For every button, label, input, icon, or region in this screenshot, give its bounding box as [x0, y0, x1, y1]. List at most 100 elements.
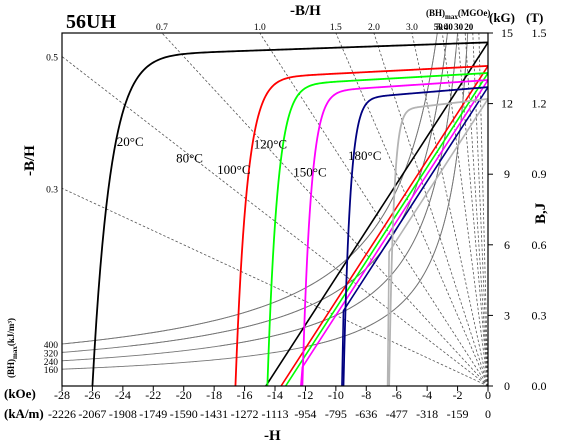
bh-contour-label: 50: [434, 22, 444, 32]
bh-contour-left: [61, 49, 468, 370]
permeance-label: 1.0: [254, 23, 266, 33]
x-tick-label-kam: -1749: [139, 407, 167, 421]
x-tick-label-koe: -12: [297, 388, 313, 402]
x-tick-label-koe: -26: [84, 388, 100, 402]
y-tick-label-kg: 6: [504, 238, 510, 252]
x-tick-label-koe: -28: [54, 388, 70, 402]
bh-contour-left: [61, 49, 457, 362]
bh-contour-kj-label: 320: [44, 349, 59, 359]
normal-curve: [284, 72, 489, 387]
x-tick-label-kam: -795: [325, 407, 347, 421]
intrinsic-curve: [91, 41, 489, 387]
normal-curve: [386, 98, 489, 387]
normal-curve: [300, 79, 489, 387]
permeance-line: [457, 32, 489, 387]
permeance-label: 0.3: [46, 185, 58, 195]
bh-contour-kj-label: 400: [44, 341, 59, 351]
permeance-line: [441, 32, 489, 387]
x-unit-kam: (kA/m): [4, 406, 44, 421]
intrinsic-curve: [301, 79, 489, 387]
y-tick-label-t: 1.2: [532, 97, 547, 111]
x-tick-label-kam: -1590: [170, 407, 198, 421]
series-group: 20°C: [91, 41, 489, 387]
series-group: 120°C: [254, 79, 489, 387]
x-tick-label-koe: -22: [145, 388, 161, 402]
temperature-label: 180°C: [348, 148, 381, 163]
x-tick-label-kam: -636: [355, 407, 377, 421]
y-tick-label-kg: 15: [501, 26, 513, 40]
bh-contour-label: 20: [464, 22, 474, 32]
x-tick-label-kam: -1431: [200, 407, 228, 421]
temperature-label: 80°C: [176, 150, 203, 165]
normal-curve: [265, 41, 489, 387]
permeance-line: [464, 32, 489, 387]
permeance-line: [373, 32, 489, 387]
x-tick-label-koe: -16: [237, 388, 253, 402]
y-tick-label-kg: 12: [501, 97, 513, 111]
permeance-label: 5.0: [436, 23, 448, 33]
permeance-label: 0.5: [46, 54, 58, 64]
intrinsic-curve: [234, 65, 489, 387]
y-tick-label-kg: 0: [504, 379, 510, 393]
bh-contour-label: 30: [454, 22, 464, 32]
permeance-lines: 0.7 1.0 1.5 2.0 3.0 5.0 0.5 0.3: [46, 23, 489, 387]
y-tick-label-t: 0.3: [532, 308, 547, 322]
y-unit-t: (T): [526, 10, 543, 25]
permeance-line: [335, 32, 489, 387]
y-tick-label-kg: 3: [504, 308, 510, 322]
series-group: 100°C: [217, 72, 489, 387]
y-tick-label-t: 0.6: [532, 238, 547, 252]
x-tick-label-kam: -1272: [231, 407, 259, 421]
y-tick-label-t: 0.9: [532, 167, 547, 181]
x-tick-label-koe: -14: [267, 388, 283, 402]
right-axis-label: B,J: [533, 202, 549, 224]
permeance-label: 0.7: [156, 23, 168, 33]
axes: -28-2226-26-2067-24-1908-22-1749-20-1590…: [48, 26, 547, 421]
permeance-label: 3.0: [406, 23, 418, 33]
bh-contour-kj-label: 240: [44, 358, 59, 368]
x-tick-label-koe: 0: [485, 388, 491, 402]
plot-frame: [61, 32, 489, 387]
permeance-line: [161, 32, 489, 387]
x-tick-label-koe: -6: [392, 388, 402, 402]
y-unit-kg: (kG): [489, 10, 515, 25]
series-group: 180°C: [348, 97, 489, 387]
bh-max-left-title: (BH)max(kJ/m³): [6, 318, 19, 378]
temperature-label: 120°C: [254, 136, 287, 151]
top-axis-label: -B/H: [290, 3, 321, 19]
x-tick-label-koe: -8: [361, 388, 371, 402]
y-tick-label-t: 1.5: [532, 26, 547, 40]
intrinsic-curve: [266, 72, 489, 387]
x-tick-label-koe: -24: [115, 388, 131, 402]
x-tick-label-kam: -1908: [109, 407, 137, 421]
permeance-label: 2.0: [368, 23, 380, 33]
x-tick-label-koe: -10: [328, 388, 344, 402]
intrinsic-curve: [388, 97, 489, 387]
x-tick-label-koe: -4: [422, 388, 432, 402]
permeance-line: [411, 32, 489, 387]
bh-contour-label: 40: [444, 22, 454, 32]
y-tick-label-t: 0.0: [532, 379, 547, 393]
bh-contour: [129, 32, 448, 347]
curve-series: 20°C 80°C 100°C 120°C 150°C 180°C: [91, 41, 489, 387]
temperature-label: 20°C: [117, 134, 144, 149]
chart-title: 56UH: [66, 11, 116, 33]
bh-max-title: (BH)max(MGOe): [426, 8, 490, 21]
permeance-label: 1.5: [330, 23, 342, 33]
x-tick-label-koe: -20: [176, 388, 192, 402]
x-tick-label-koe: -2: [453, 388, 463, 402]
temperature-label: 100°C: [217, 162, 250, 177]
permeance-line: [259, 32, 489, 387]
x-unit-koe: (kOe): [4, 386, 36, 401]
x-tick-label-kam: -954: [294, 407, 316, 421]
permeance-line: [61, 187, 489, 387]
normal-curve: [341, 86, 489, 387]
temperature-label: 150°C: [293, 165, 326, 180]
x-tick-label-kam: -159: [447, 407, 469, 421]
series-group: 80°C: [176, 65, 489, 387]
x-tick-label-kam: -2226: [48, 407, 76, 421]
series-group: 150°C: [293, 86, 489, 387]
bh-contour-kj-label: 160: [44, 366, 59, 376]
